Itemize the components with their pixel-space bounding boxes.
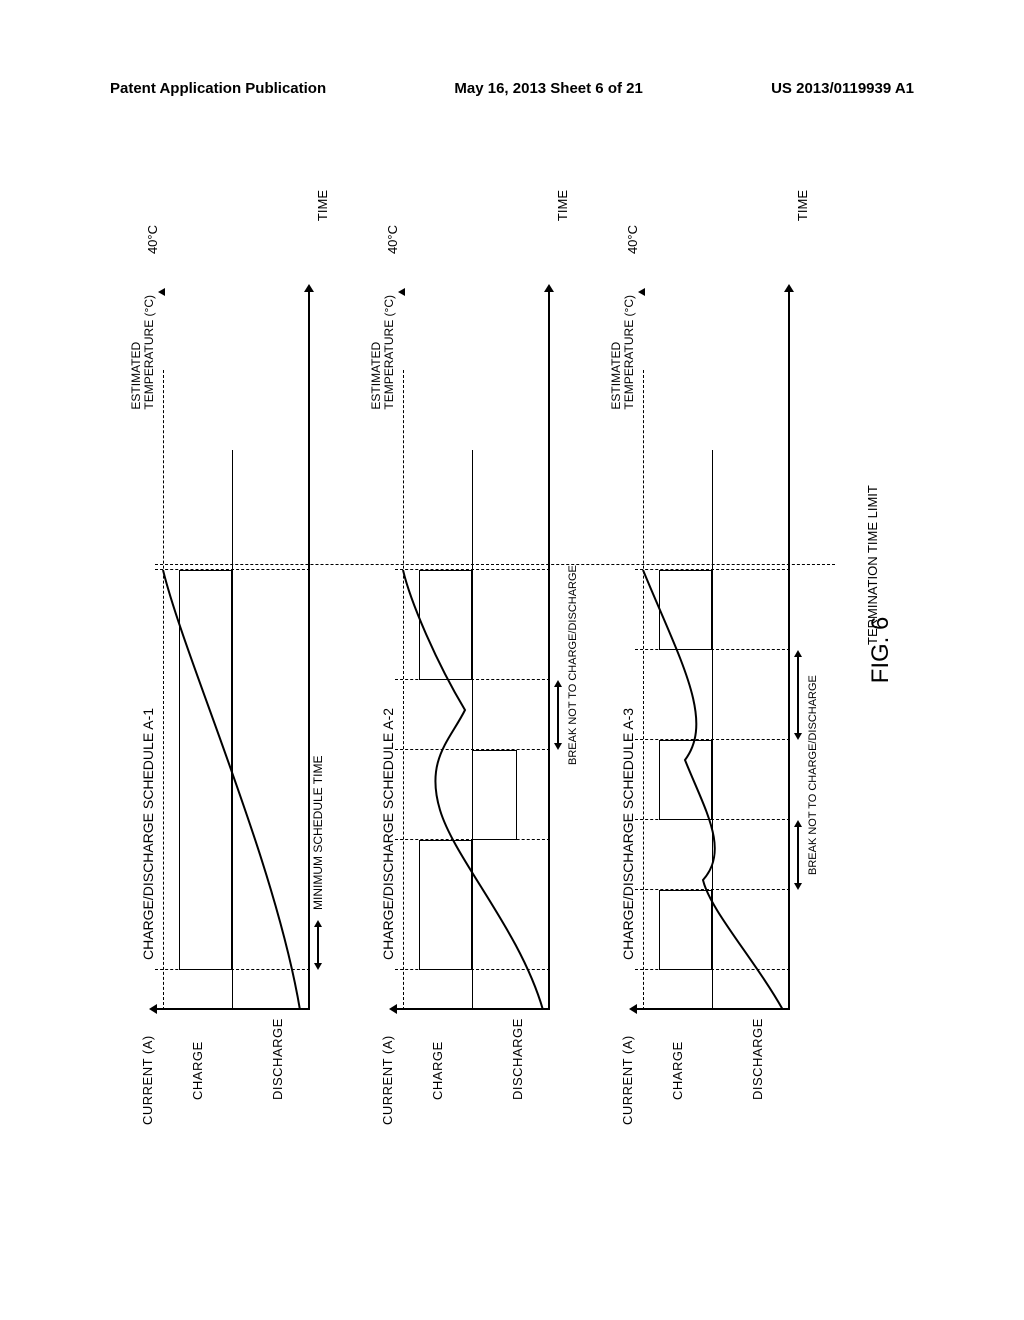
temp-limit-value: 40°C: [145, 225, 160, 254]
charge-label: CHARGE: [670, 1041, 685, 1100]
min-schedule-arrow: [317, 920, 325, 970]
header-right: US 2013/0119939 A1: [771, 80, 914, 97]
x-axis-arrow-icon: [784, 284, 794, 292]
schedule-a1: CURRENT (A) CHARGE DISCHARGE CHARGE/DISC…: [135, 180, 365, 1120]
schedule-title: CHARGE/DISCHARGE SCHEDULE A-3: [620, 708, 636, 960]
charge-label: CHARGE: [190, 1041, 205, 1100]
chart-area-a1: MINIMUM SCHEDULE TIME: [155, 290, 310, 1010]
temperature-curve: [395, 370, 550, 1010]
discharge-label: DISCHARGE: [510, 1018, 525, 1100]
charge-label: CHARGE: [430, 1041, 445, 1100]
page-header: Patent Application Publication May 16, 2…: [0, 80, 1024, 97]
figure-rotated: CURRENT (A) CHARGE DISCHARGE CHARGE/DISC…: [135, 180, 885, 1120]
temperature-curve: [155, 370, 310, 1010]
y-axis-label: CURRENT (A): [620, 1035, 635, 1125]
temp-limit-value: 40°C: [625, 225, 640, 254]
temp-axis-label: ESTIMATEDTEMPERATURE (°C): [610, 295, 636, 410]
annotation-break: BREAK NOT TO CHARGE/DISCHARGE: [807, 675, 819, 875]
temperature-curve: [635, 370, 790, 1010]
figure-wrapper: CURRENT (A) CHARGE DISCHARGE CHARGE/DISC…: [80, 140, 940, 1160]
x-axis-label: TIME: [795, 190, 810, 221]
chart-area-a2: BREAK NOT TO CHARGE/DISCHARGE: [395, 290, 550, 1010]
x-axis-arrow-icon: [544, 284, 554, 292]
y-axis-label: CURRENT (A): [380, 1035, 395, 1125]
annotation-break: BREAK NOT TO CHARGE/DISCHARGE: [567, 565, 579, 765]
annotation-min-schedule: MINIMUM SCHEDULE TIME: [311, 756, 325, 910]
discharge-label: DISCHARGE: [750, 1018, 765, 1100]
temp-axis-label: ESTIMATEDTEMPERATURE (°C): [370, 295, 396, 410]
temp-axis-label: ESTIMATEDTEMPERATURE (°C): [130, 295, 156, 410]
figure-number: FIG. 6: [867, 617, 895, 684]
header-center: May 16, 2013 Sheet 6 of 21: [454, 80, 642, 97]
break-arrow: [797, 650, 805, 740]
x-axis-label: TIME: [555, 190, 570, 221]
schedule-a2: CURRENT (A) CHARGE DISCHARGE CHARGE/DISC…: [375, 180, 605, 1120]
x-axis-label: TIME: [315, 190, 330, 221]
schedule-title: CHARGE/DISCHARGE SCHEDULE A-2: [380, 708, 396, 960]
discharge-label: DISCHARGE: [270, 1018, 285, 1100]
schedule-title: CHARGE/DISCHARGE SCHEDULE A-1: [140, 708, 156, 960]
temp-limit-value: 40°C: [385, 225, 400, 254]
break-arrow: [557, 680, 565, 750]
y-axis-label: CURRENT (A): [140, 1035, 155, 1125]
chart-area-a3: BREAK NOT TO CHARGE/DISCHARGE: [635, 290, 790, 1010]
schedule-a3: CURRENT (A) CHARGE DISCHARGE CHARGE/DISC…: [615, 180, 845, 1120]
header-left: Patent Application Publication: [110, 80, 326, 97]
break-arrow: [797, 820, 805, 890]
x-axis-arrow-icon: [304, 284, 314, 292]
